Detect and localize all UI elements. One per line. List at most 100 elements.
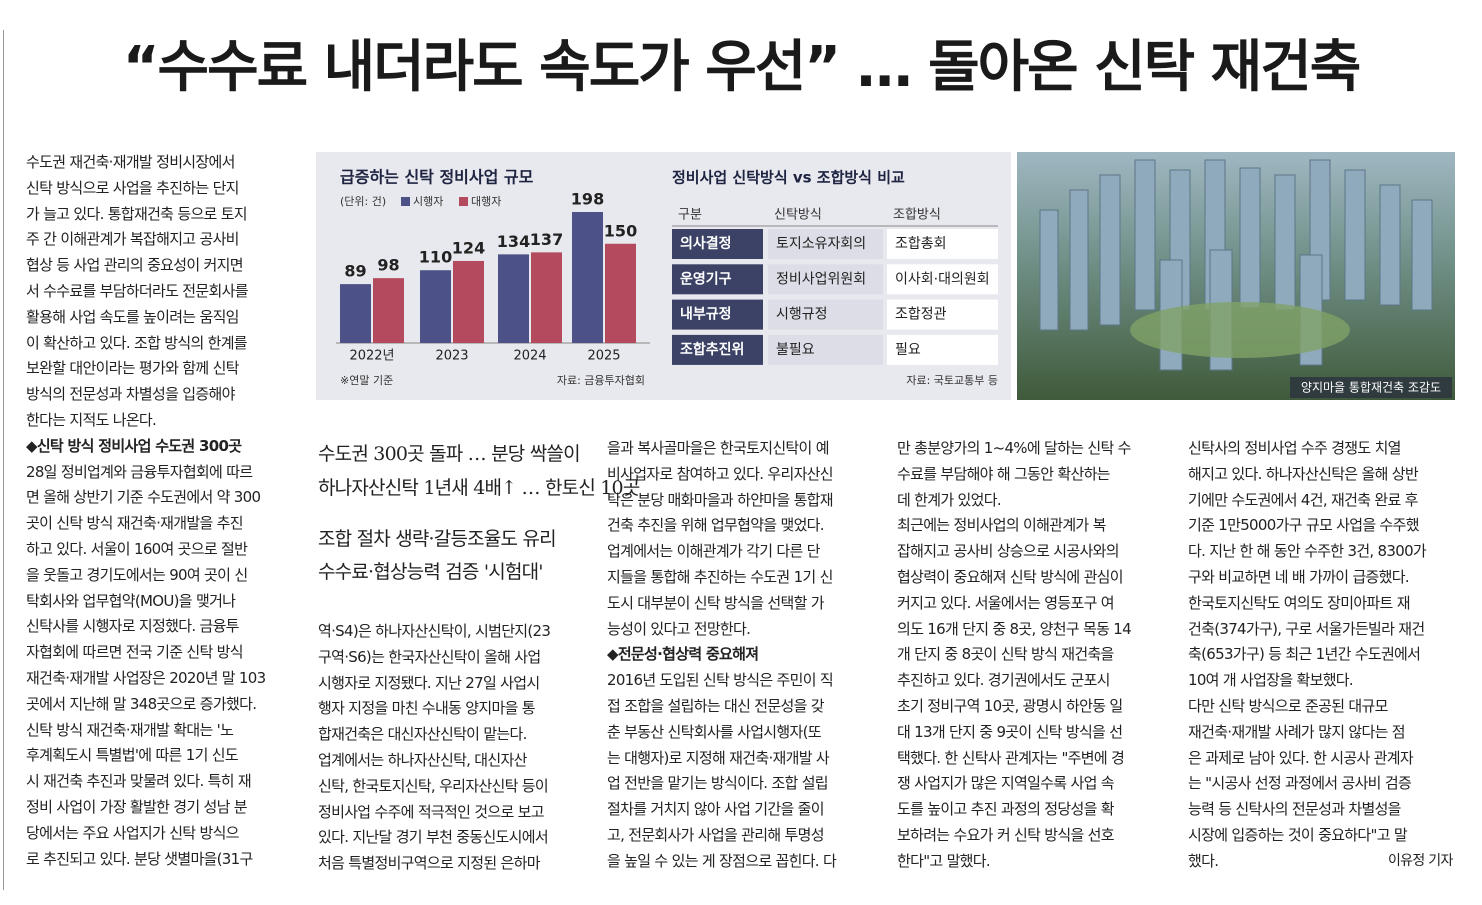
body-line: 커지고 있다. 서울에서는 영등포구 여 bbox=[897, 593, 1115, 612]
value-label: 124 bbox=[452, 238, 485, 257]
body-line: 쟁 사업지가 많은 지역일수록 사업 속 bbox=[897, 774, 1115, 793]
body-line: 협상 등 사업 관리의 중요성이 커지면 bbox=[26, 256, 244, 275]
table-header: 조합방식 bbox=[893, 208, 941, 223]
body-line: 역·S4)은 하나자산신탁이, 시범단지(23 bbox=[318, 622, 551, 640]
table-cell bbox=[768, 264, 883, 295]
body-line: 탁은 분당 매화마을과 하얀마을 통합재 bbox=[607, 490, 834, 509]
value-label: 110 bbox=[419, 248, 452, 267]
body-line: 탁회사와 업무협약(MOU)을 맺거나 bbox=[26, 591, 236, 610]
body-line: 비사업자로 참여하고 있다. 우리자산신 bbox=[607, 464, 834, 483]
body-line: 합재건축은 대신자산신탁이 맡는다. bbox=[318, 725, 527, 744]
body-line: 정비사업 수주에 적극적인 것으로 보고 bbox=[318, 802, 545, 821]
body-line: 도를 높이고 추진 과정의 정당성을 확 bbox=[897, 800, 1115, 819]
bar bbox=[572, 212, 603, 343]
body-line: 수료를 부담해야 해 그동안 확산하는 bbox=[897, 464, 1110, 483]
body-line: 능력 등 신탁사의 전문성과 차별성을 bbox=[1188, 800, 1401, 819]
body-line: 한다는 지적도 나온다. bbox=[26, 411, 157, 429]
legend-swatch bbox=[401, 197, 410, 206]
x-tick-label: 2024 bbox=[513, 349, 546, 364]
chart-title: 급증하는 신탁 정비사업 규모 bbox=[340, 168, 534, 187]
body-line: 구와 비교하면 네 배 가까이 급증했다. bbox=[1188, 568, 1410, 586]
body-line: 데 한계가 있었다. bbox=[897, 490, 1002, 509]
table-cell bbox=[887, 229, 998, 259]
body-line: 업계에서는 이해관계가 각기 다른 단 bbox=[607, 542, 820, 561]
body-line: 재건축·재개발 사례가 많지 않다는 점 bbox=[1188, 722, 1406, 741]
headline: “수수료 내더라도 속도가 우선” … 돌아온 신탁 재건축 bbox=[122, 35, 1361, 100]
table-cell bbox=[887, 299, 998, 330]
bar bbox=[373, 278, 404, 343]
body-line: 신탁, 한국토지신탁, 우리자산신탁 등이 bbox=[318, 776, 549, 795]
legend-label: 대행자 bbox=[471, 195, 501, 208]
body-line: 한다"고 말했다. bbox=[897, 851, 991, 870]
body-line: 서 수수료를 부담하더라도 전문회사를 bbox=[26, 282, 249, 300]
photo-buildings bbox=[1039, 159, 1433, 371]
body-line: 초기 정비구역 10곳, 광명시 하안동 일 bbox=[897, 697, 1123, 715]
graphic-background bbox=[316, 152, 1011, 400]
body-line: 시행자로 지정됐다. 지난 27일 사업시 bbox=[318, 673, 540, 692]
body-line: 협상력이 중요해져 신탁 방식에 관심이 bbox=[897, 568, 1124, 586]
value-label: 134 bbox=[497, 232, 530, 251]
body-line: 시 재건축 추진과 맞물려 있다. 특히 재 bbox=[26, 772, 252, 791]
table-cell bbox=[768, 334, 883, 365]
body-line: 2016년 도입된 신탁 방식은 주민이 직 bbox=[607, 671, 834, 690]
body-line: 건축 추진을 위해 업무협약을 맺었다. bbox=[607, 516, 825, 535]
body-line: 대 13개 단지 중 9곳이 신탁 방식을 선 bbox=[897, 722, 1123, 741]
table-cell-text: 내부규정 bbox=[680, 306, 732, 323]
body-line: 가 늘고 있다. 통합재건축 등으로 토지 bbox=[26, 204, 248, 223]
table-cell bbox=[672, 299, 763, 330]
table-cell-text: 필요 bbox=[895, 342, 921, 358]
body-line: 기준 1만5000가구 규모 사업을 수주했 bbox=[1188, 516, 1419, 535]
body-line: 시장에 입증하는 것이 중요하다"고 말 bbox=[1188, 826, 1408, 844]
table-cell-text: 이사회·대의원회 bbox=[895, 271, 990, 287]
body-line: 방식의 전문성과 차별성을 입증해야 bbox=[26, 385, 235, 404]
body-line: 업 전반을 맡기는 방식이다. 조합 설립 bbox=[607, 774, 829, 793]
body-line: 처음 특별정비구역으로 지정된 은하마 bbox=[318, 854, 541, 873]
subhead: 조합 절차 생략·갈등조율도 유리 bbox=[318, 528, 557, 550]
body-line: 28일 정비업계와 금융투자협회에 따르 bbox=[26, 462, 253, 481]
bar bbox=[498, 254, 529, 343]
body-line: 만 총분양가의 1~4%에 달하는 신탁 수 bbox=[897, 439, 1131, 457]
body-line: 다만 신탁 방식으로 준공된 대규모 bbox=[1188, 697, 1388, 715]
body-line: 택했다. 한 신탁사 관계자는 "주변에 경 bbox=[897, 748, 1125, 767]
body-line: 곳에서 지난해 말 348곳으로 증가했다. bbox=[26, 694, 257, 713]
bar bbox=[605, 243, 636, 343]
table-cell-text: 조합정관 bbox=[895, 307, 947, 323]
value-label: 89 bbox=[344, 262, 366, 281]
body-line: 을 웃돌고 경기도에서는 90여 곳이 신 bbox=[26, 565, 248, 584]
table-cell bbox=[672, 229, 763, 259]
bar bbox=[340, 284, 371, 343]
x-tick-label: 2025 bbox=[587, 349, 620, 364]
table-cell bbox=[887, 264, 998, 295]
body-line: 있다. 지난달 경기 부천 중동신도시에서 bbox=[318, 828, 549, 847]
table-cell bbox=[768, 299, 883, 330]
body-line: 활용해 사업 속도를 높이려는 움직임 bbox=[26, 307, 239, 326]
body-line: ◆전문성·협상력 중요해져 bbox=[607, 645, 759, 664]
table-source: 자료: 국토교통부 등 bbox=[906, 374, 998, 387]
legend-label: 시행자 bbox=[413, 195, 443, 208]
x-tick-label: 2022년 bbox=[349, 349, 394, 364]
body-line: 지들을 통합해 추진하는 수도권 1기 신 bbox=[607, 568, 833, 586]
body-line: 신탁 방식으로 사업을 추진하는 단지 bbox=[26, 178, 239, 197]
table-cell bbox=[672, 334, 763, 365]
body-line: 보하려는 수요가 커 신탁 방식을 선호 bbox=[897, 826, 1115, 844]
photo-caption: 양지마을 통합재건축 조감도 bbox=[1301, 381, 1441, 395]
body-line: 최근에는 정비사업의 이해관계가 복 bbox=[897, 516, 1106, 535]
body-line: 당에서는 주요 사업지가 신탁 방식으 bbox=[26, 823, 239, 842]
body-line: 수도권 재건축·재개발 정비시장에서 bbox=[26, 153, 235, 171]
body-line: 재건축·재개발 사업장은 2020년 말 103 bbox=[26, 669, 266, 687]
body-line: 보완할 대안이라는 평가와 함께 신탁 bbox=[26, 359, 239, 378]
body-line: 축(653가구) 등 최근 1년간 수도권에서 bbox=[1188, 645, 1421, 664]
body-line: 정비 사업이 가장 활발한 경기 성남 분 bbox=[26, 798, 248, 816]
body-line: 신탁 방식 재건축·재개발 확대는 '노 bbox=[26, 720, 234, 739]
body-line: 능성이 있다고 전망한다. bbox=[607, 619, 751, 638]
x-tick-label: 2023 bbox=[435, 349, 468, 364]
body-line: 춘 부동산 신탁회사를 사업시행자(또 bbox=[607, 722, 822, 741]
body-line: 했다. bbox=[1188, 851, 1219, 870]
body-line: 곳이 신탁 방식 재건축·재개발을 추진 bbox=[26, 514, 244, 533]
left-rule bbox=[3, 30, 4, 890]
body-line: 잡해지고 공사비 상승으로 시공사와의 bbox=[897, 542, 1120, 561]
table-header: 구분 bbox=[678, 208, 702, 223]
body-line: 신탁사의 정비사업 수주 경쟁도 치열 bbox=[1188, 439, 1401, 457]
